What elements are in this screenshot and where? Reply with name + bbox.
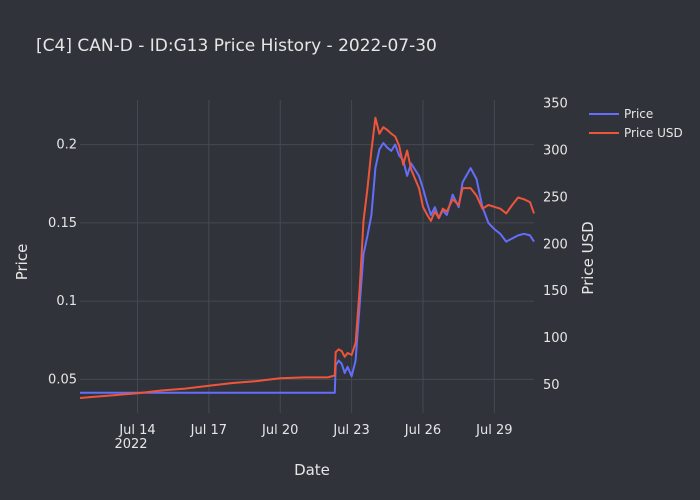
- x-tick-label: Jul 26: [404, 423, 441, 438]
- y-tick-label: 0.05: [48, 372, 77, 387]
- y2-tick-label: 300: [543, 144, 568, 159]
- x-tick-label: Jul 14: [118, 423, 155, 438]
- y2-axis-title: Price USD: [579, 221, 597, 294]
- x-tick-label: Jul 17: [190, 423, 227, 438]
- series-layer: [79, 116, 535, 399]
- y-axis-title: Price: [13, 244, 31, 281]
- y2-tick-label: 200: [543, 237, 568, 252]
- y-gridlines: [80, 144, 534, 380]
- y2-tick-label: 250: [543, 190, 568, 205]
- y2-tick-label: 100: [543, 331, 568, 346]
- y-tick-label: 0.1: [56, 294, 77, 309]
- legend-item-price[interactable]: Price: [589, 107, 653, 121]
- legend-label: Price USD: [624, 126, 683, 140]
- y-tick-label: 0.15: [48, 216, 77, 231]
- legend[interactable]: Price Price USD: [589, 107, 683, 140]
- legend-item-price-usd[interactable]: Price USD: [589, 126, 683, 140]
- y2-tick-label: 150: [543, 284, 568, 299]
- y2-tick-label: 50: [543, 378, 560, 393]
- chart-title: [C4] CAN-D - ID:G13 Price History - 2022…: [36, 36, 437, 56]
- series-line-price: [80, 142, 535, 394]
- y-tick-label: 0.2: [56, 138, 77, 153]
- x-tick-year-label: 2022: [114, 437, 147, 452]
- x-tick-label: Jul 23: [332, 423, 369, 438]
- series-line-price-usd: [79, 116, 535, 399]
- x-tick-labels: Jul 14 Jul 17 Jul 20 Jul 23 Jul 26 Jul 29: [118, 423, 512, 438]
- y2-tick-label: 350: [543, 97, 568, 112]
- x-gridlines: [136, 100, 495, 413]
- legend-label: Price: [624, 107, 653, 121]
- x-tick-label: Jul 20: [261, 423, 298, 438]
- x-axis-title: Date: [294, 461, 330, 479]
- y-tick-labels: 0.05 0.1 0.15 0.2: [48, 138, 77, 388]
- y2-tick-labels: 50 100 150 200 250 300 350: [543, 97, 568, 393]
- x-tick-label: Jul 29: [475, 423, 512, 438]
